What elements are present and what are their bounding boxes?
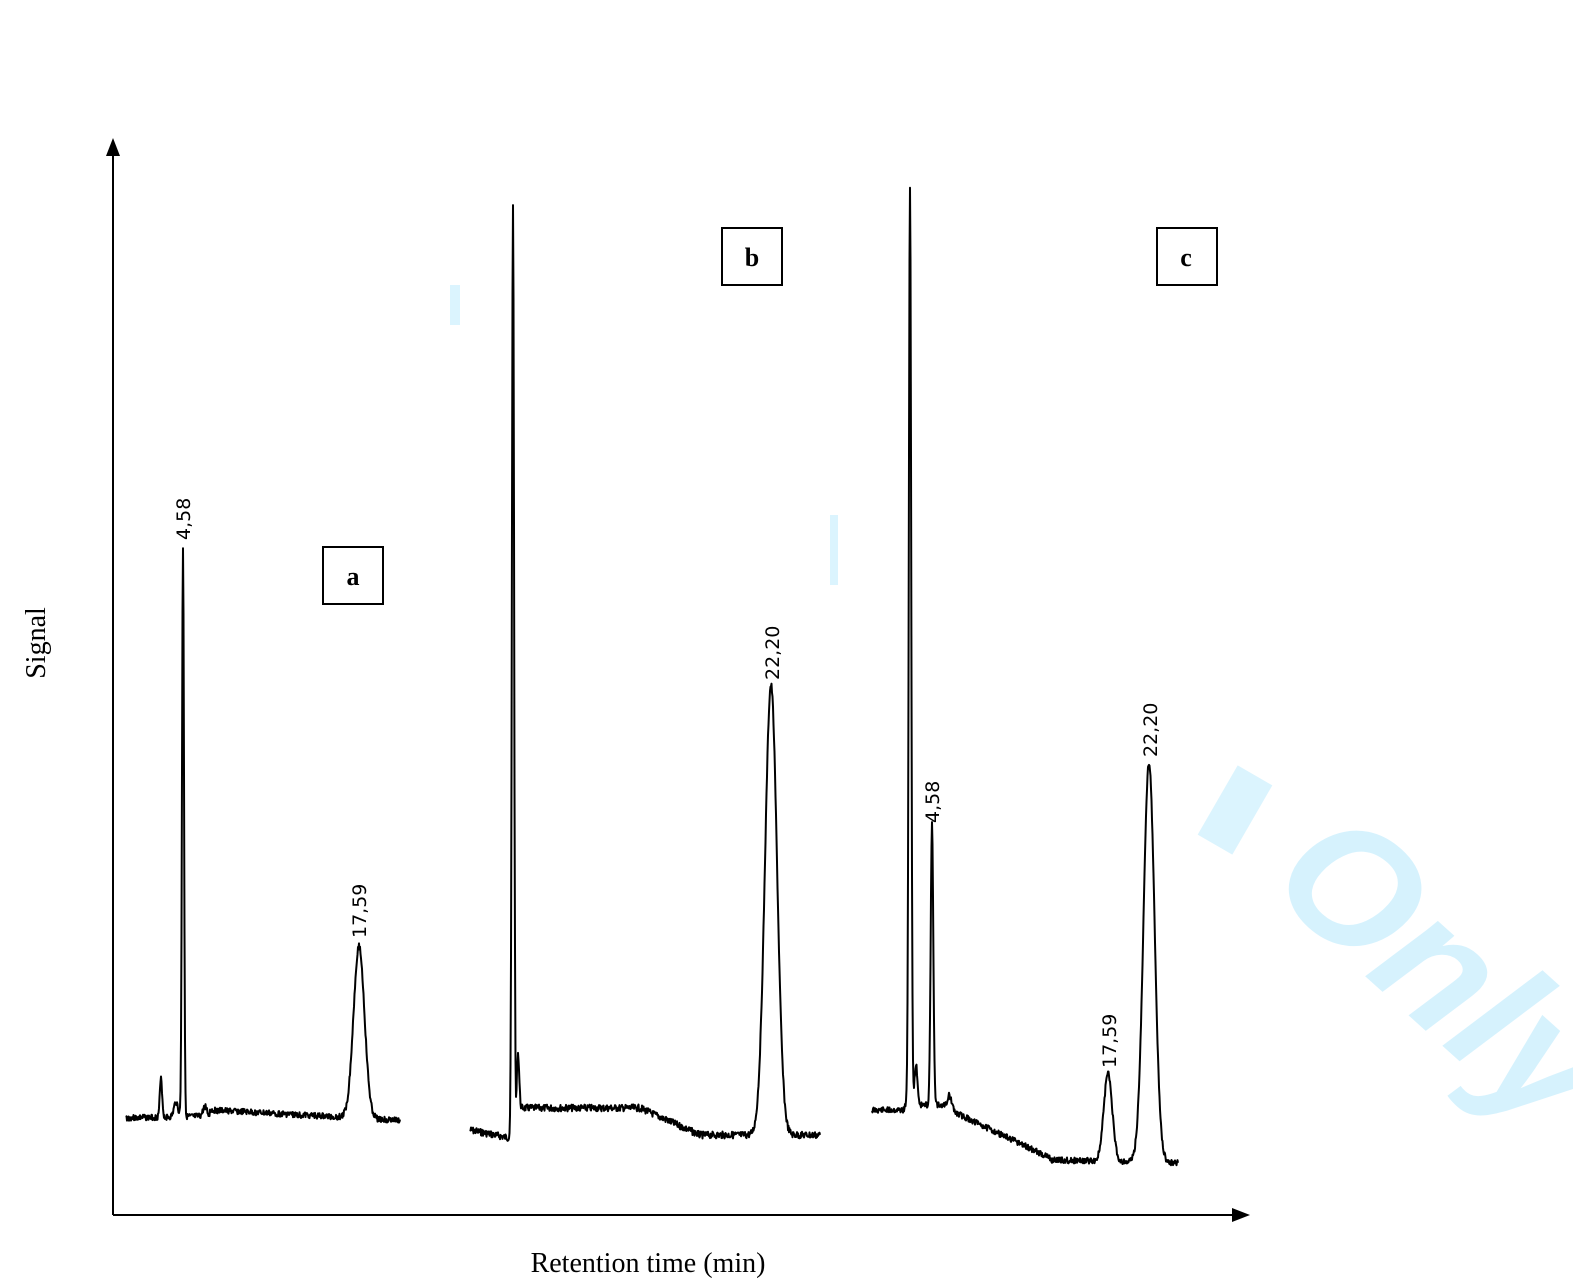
panel-label-c: c — [1156, 227, 1218, 286]
peak-label-c-2: 17,59 — [1099, 1014, 1121, 1068]
y-axis-title: Signal — [21, 607, 52, 679]
panel-label-c-box — [1156, 227, 1218, 286]
peak-label-c-3: 22,20 — [1140, 703, 1162, 757]
x-axis-arrow — [1232, 1208, 1250, 1222]
panel-label-a-text: a — [347, 562, 360, 591]
watermark-text: Only — [1240, 772, 1573, 1171]
watermark-fragment — [830, 515, 838, 585]
peak-label-a-2: 17,59 — [349, 884, 371, 938]
peak-label-b-1: 22,20 — [762, 626, 784, 680]
peak-label-a-1: 4,58 — [173, 498, 195, 540]
panel-label-b: b — [721, 227, 783, 286]
watermark: Only — [450, 285, 1573, 1171]
panel-labels: a b c — [322, 227, 1218, 605]
peak-labels: 4,58 17,59 22,20 4,58 17,59 22,20 — [173, 498, 1162, 1068]
chromatogram-traces — [125, 186, 1179, 1167]
panel-label-b-text: b — [745, 243, 759, 272]
panel-label-a-box — [322, 546, 384, 605]
axes: Retention time (min) Signal — [21, 138, 1250, 1279]
panel-label-b-box — [721, 227, 783, 286]
trace-c — [871, 186, 1179, 1167]
watermark-fragment — [1197, 765, 1273, 855]
y-axis-arrow — [106, 138, 120, 156]
panel-label-c-text: c — [1180, 243, 1192, 272]
x-axis-title: Retention time (min) — [531, 1248, 766, 1279]
trace-b — [469, 204, 821, 1142]
watermark-fragment — [450, 285, 460, 325]
peak-label-c-1: 4,58 — [922, 781, 944, 823]
panel-label-a: a — [322, 546, 384, 605]
trace-a — [125, 547, 401, 1124]
